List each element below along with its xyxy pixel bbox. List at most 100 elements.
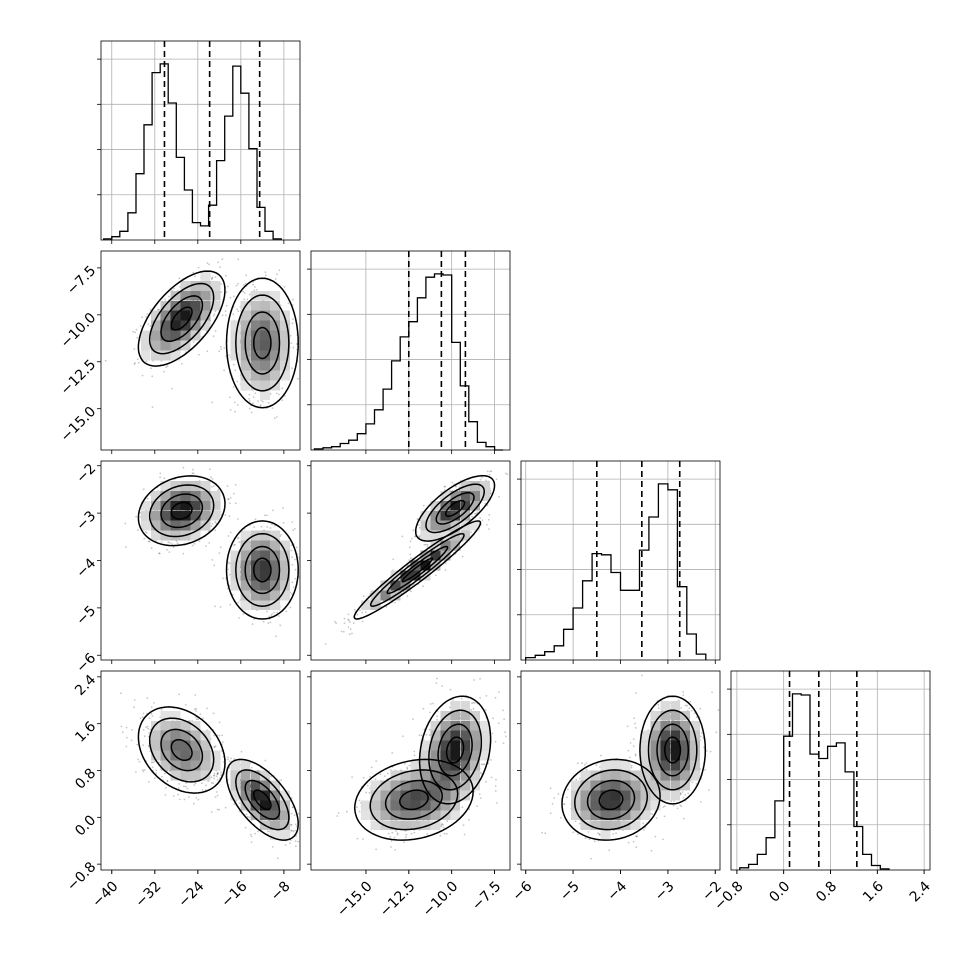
sample-point (351, 632, 353, 635)
density-cell (170, 530, 181, 541)
axes-frame (100, 40, 301, 241)
sample-point (283, 286, 286, 288)
param1-vs-param2: −15.0−12.5−10.0−7.5 (58, 250, 301, 454)
density-cell (250, 580, 261, 591)
density-cell (430, 520, 441, 531)
sample-point (210, 811, 213, 813)
sample-point (214, 796, 217, 798)
contour-line (160, 295, 204, 343)
sample-point (291, 521, 294, 523)
sample-point (192, 271, 195, 274)
sample-point (222, 577, 224, 580)
sample-point (245, 274, 248, 277)
sample-point (158, 308, 161, 311)
sample-point (220, 291, 223, 294)
density-cell (250, 320, 261, 331)
density-cell (470, 520, 481, 531)
density-cell (190, 320, 201, 331)
sample-point (242, 613, 245, 615)
contour-line (137, 475, 226, 547)
sample-point (271, 407, 274, 409)
sample-point (392, 558, 395, 561)
density-cell (260, 550, 271, 561)
density-cell (260, 350, 271, 361)
sample-point (295, 546, 298, 549)
sample-point (232, 363, 235, 366)
density-cell (240, 530, 251, 541)
sample-point (252, 402, 254, 404)
sample-point (243, 283, 245, 286)
sample-point (264, 271, 267, 274)
sample-point (246, 298, 249, 301)
sample-point (232, 593, 234, 596)
sample-point (214, 330, 217, 332)
sample-point (149, 750, 152, 753)
param2-vs-param3 (307, 460, 511, 664)
sample-point (232, 313, 235, 316)
density-cell (190, 300, 201, 311)
density-cell (140, 510, 151, 521)
sample-point (267, 622, 270, 625)
contour-line (425, 483, 485, 534)
sample-point (265, 274, 267, 277)
sample-point (228, 396, 231, 399)
sample-point (142, 729, 145, 731)
sample-point (418, 524, 420, 526)
y-tick-label: −2 (73, 461, 99, 487)
density-cell (270, 320, 280, 331)
sample-point (229, 409, 232, 411)
density-cell (250, 550, 261, 561)
sample-point (212, 774, 215, 777)
density-cell (280, 550, 290, 561)
density-cell (150, 490, 161, 501)
diag-param1 (97, 40, 301, 244)
contour-line (148, 282, 215, 355)
y-tick-label: −3 (73, 508, 99, 534)
density-cell (260, 580, 271, 591)
sample-point (347, 626, 350, 629)
density-cell (190, 500, 201, 511)
density-cell (180, 500, 191, 511)
sample-point (251, 623, 254, 626)
density-cell (280, 330, 290, 341)
sample-point (191, 472, 194, 475)
sample-point (234, 483, 237, 486)
sample-point (178, 693, 181, 696)
density-cell (260, 380, 271, 391)
sample-point (264, 514, 266, 517)
sample-point (149, 308, 152, 311)
sample-point (227, 285, 229, 288)
density-cell (420, 570, 431, 581)
density-cell (470, 480, 481, 491)
sample-point (266, 526, 269, 528)
sample-point (256, 288, 258, 291)
sample-point (443, 489, 446, 491)
sample-point (218, 350, 221, 353)
density-cell (180, 310, 191, 321)
sample-point (133, 706, 135, 709)
sample-point (227, 561, 230, 564)
plot-area (124, 466, 300, 638)
density-cell (160, 350, 171, 361)
density-cell (140, 340, 151, 351)
density-cell (280, 320, 290, 331)
density-cell (450, 540, 461, 551)
sample-point (362, 595, 365, 598)
sample-point (408, 559, 411, 562)
density-cell (190, 510, 201, 521)
sample-point (228, 515, 231, 517)
sample-point (422, 585, 424, 588)
sample-point (294, 558, 296, 561)
density-cell (200, 310, 211, 321)
sample-point (213, 564, 216, 567)
sample-point (175, 540, 178, 543)
sample-point (426, 543, 429, 546)
sample-point (211, 401, 214, 404)
density-cell (390, 580, 401, 591)
sample-point (279, 304, 282, 307)
sample-point (416, 518, 419, 520)
density-cell (160, 320, 171, 331)
contour-line (244, 545, 281, 595)
sample-point (218, 808, 221, 811)
sample-point (159, 476, 162, 479)
